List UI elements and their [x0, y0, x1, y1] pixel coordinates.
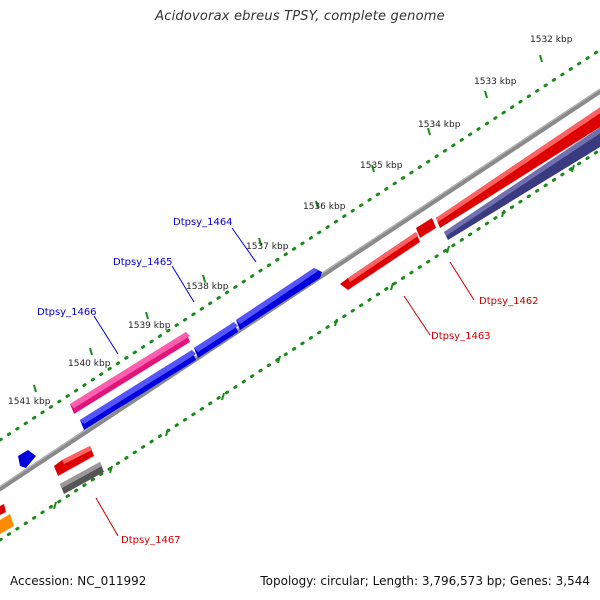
gene-dtpsy-1464[interactable]	[236, 268, 322, 330]
gene-label[interactable]: Dtpsy_1465	[113, 257, 173, 268]
accession-text: Accession: NC_011992	[10, 574, 147, 588]
gene-label[interactable]: Dtpsy_1466	[37, 307, 97, 318]
ruler-dots-inner	[0, 148, 600, 542]
gene-small-reverse[interactable]	[416, 218, 436, 238]
gene-gray-reverse[interactable]	[60, 462, 104, 494]
leader-line	[171, 265, 195, 303]
leader-line	[231, 227, 257, 263]
gene-reverse-dark[interactable]	[444, 124, 600, 240]
gene-forward-small[interactable]	[18, 450, 36, 468]
ruler-dots-outer	[0, 48, 600, 442]
gene-orange-reverse[interactable]	[0, 514, 14, 534]
gene-label[interactable]: Dtpsy_1463	[431, 331, 491, 342]
gene-label[interactable]: Dtpsy_1467	[121, 535, 181, 546]
ruler-ticks-inner	[53, 164, 575, 510]
ruler-ticks-outer	[33, 54, 543, 393]
gene-dtpsy-1467[interactable]	[54, 446, 94, 476]
ruler-label: 1534 kbp	[418, 120, 461, 130]
leader-line	[449, 261, 475, 301]
gene-label[interactable]: Dtpsy_1464	[173, 217, 233, 228]
ruler-label: 1539 kbp	[128, 321, 171, 331]
ruler-label: 1537 kbp	[246, 242, 289, 252]
gene-dtpsy-1463[interactable]	[340, 232, 420, 290]
gene-dtpsy-1465[interactable]	[194, 322, 238, 358]
ruler-label: 1536 kbp	[303, 202, 346, 212]
map-title: Acidovorax ebreus TPSY, complete genome	[155, 9, 445, 24]
gene-label[interactable]: Dtpsy_1462	[479, 296, 539, 307]
leader-line	[403, 295, 431, 336]
ruler-label: 1532 kbp	[530, 35, 573, 45]
topology-text: Topology: circular; Length: 3,796,573 bp…	[260, 574, 590, 588]
gene-forward-long[interactable]	[80, 350, 196, 430]
ruler-label: 1540 kbp	[68, 359, 111, 369]
gene-dtpsy-1462[interactable]	[436, 104, 600, 228]
leader-line	[93, 315, 119, 355]
ruler-label: 1535 kbp	[360, 161, 403, 171]
gene-dtpsy-1466[interactable]	[70, 332, 190, 414]
leader-line	[95, 497, 119, 537]
ruler-label: 1541 kbp	[8, 397, 51, 407]
ruler-label: 1533 kbp	[474, 77, 517, 87]
gene-red-edge[interactable]	[0, 504, 6, 515]
ruler-label: 1538 kbp	[186, 282, 229, 292]
